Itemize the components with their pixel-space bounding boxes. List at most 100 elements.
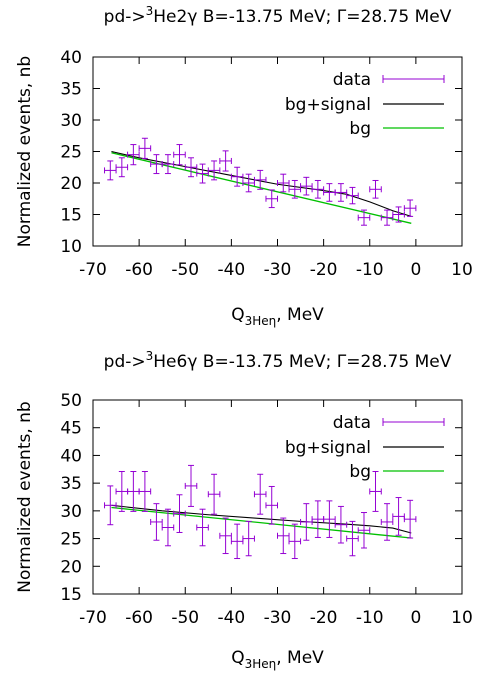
data-point	[288, 179, 302, 199]
data-point	[403, 499, 417, 539]
x-tick-label: -40	[217, 608, 245, 628]
x-tick-label: -60	[125, 608, 153, 628]
y-tick-label: 40	[60, 446, 82, 466]
legend-label-bg: bg	[349, 462, 371, 482]
data-point	[369, 471, 382, 512]
x-tick-label: -40	[217, 260, 245, 280]
x-tick-label: 10	[451, 260, 473, 280]
data-point	[300, 176, 313, 196]
legend: data bg+signal bg	[285, 70, 445, 139]
data-point	[104, 160, 117, 181]
plot-frame	[92, 56, 463, 247]
title-superscript: 3	[146, 349, 154, 363]
data-point	[380, 209, 394, 226]
title-text: He2γ B=-13.75 MeV; Γ=28.75 MeV	[153, 7, 451, 27]
data-point	[150, 503, 163, 541]
data-point	[161, 508, 175, 547]
xlabel-unit: , MeV	[276, 305, 324, 325]
plot-frame	[92, 399, 463, 595]
data-point	[300, 503, 313, 541]
y-tick-label: 50	[60, 391, 82, 411]
data-point	[323, 500, 336, 538]
legend-sample-data	[382, 418, 445, 426]
title-superscript: 3	[146, 4, 154, 18]
x-tick-label: -70	[79, 608, 107, 628]
y-axis-label: Normalized events, nb	[15, 401, 35, 592]
data-point	[230, 166, 244, 187]
x-tick-label: -50	[171, 608, 199, 628]
data-point	[242, 520, 255, 557]
data-point	[184, 464, 198, 507]
chart-title: pd->3He6γ B=-13.75 MeV; Γ=28.75 MeV	[104, 349, 452, 372]
data-point	[196, 163, 209, 184]
data-point	[219, 150, 232, 172]
data-point	[277, 517, 290, 555]
y-tick-label: 25	[60, 143, 82, 163]
xlabel-subscript: 3Heη	[245, 314, 277, 328]
x-tick-label: -20	[310, 260, 338, 280]
x-tick-label: -10	[356, 260, 384, 280]
chart-panel-2: pd->3He6γ B=-13.75 MeV; Γ=28.75 MeV Norma…	[15, 349, 473, 671]
title-prefix: pd->	[104, 7, 146, 27]
data-point	[253, 473, 267, 515]
x-axis-label: Q3Heη, MeV	[231, 648, 324, 671]
x-tick-label: -60	[125, 260, 153, 280]
y-tick-label: 30	[60, 502, 82, 522]
x-tick-label: 0	[410, 608, 421, 628]
data-point	[265, 485, 278, 525]
data-point	[173, 144, 186, 166]
data-point	[104, 485, 117, 526]
x-tick-label: -30	[264, 260, 292, 280]
x-tick-label: -70	[79, 260, 107, 280]
y-tick-label: 20	[60, 557, 82, 577]
data-point	[357, 512, 371, 549]
data-point	[311, 179, 325, 199]
data-point	[323, 183, 336, 202]
legend-label-signal: bg+signal	[285, 438, 371, 458]
x-tick-label: -10	[356, 608, 384, 628]
y-tick-label: 40	[60, 48, 82, 68]
xlabel-symbol: Q	[231, 305, 244, 325]
data-point	[403, 199, 417, 217]
x-tick-label: -30	[264, 608, 292, 628]
data-point	[357, 209, 371, 226]
xlabel-subscript: 3Heη	[245, 657, 277, 671]
y-axis-label: Normalized events, nb	[15, 56, 35, 247]
data-point	[127, 471, 140, 512]
data-point	[207, 160, 221, 181]
legend-label-signal: bg+signal	[285, 95, 371, 115]
legend-label-bg: bg	[349, 119, 371, 139]
x-tick-label: -50	[171, 260, 199, 280]
y-tick-label: 20	[60, 174, 82, 194]
data-point	[242, 173, 255, 193]
data-point	[369, 179, 382, 199]
data-point	[161, 154, 175, 175]
data-point	[196, 508, 209, 547]
y-tick-label: 15	[60, 206, 82, 226]
x-tick-label: -20	[310, 608, 338, 628]
data-point	[173, 494, 186, 533]
y-tick-label: 35	[60, 80, 82, 100]
data-point	[150, 154, 163, 175]
data-point	[207, 473, 221, 515]
data-point	[346, 520, 359, 557]
y-tick-label: 25	[60, 530, 82, 550]
y-tick-label: 30	[60, 111, 82, 131]
data-point	[277, 173, 290, 193]
xlabel-unit: , MeV	[276, 648, 324, 668]
data-point	[138, 471, 152, 512]
data-point	[311, 500, 325, 538]
data-point	[288, 523, 302, 560]
data-point	[392, 206, 405, 223]
data-point	[115, 157, 129, 178]
x-axis-label: Q3Heη, MeV	[231, 305, 324, 328]
data-point	[219, 517, 232, 555]
xlabel-symbol: Q	[231, 648, 244, 668]
legend-label-data: data	[333, 70, 371, 90]
data-point	[138, 137, 152, 159]
legend: data bg+signal bg	[285, 413, 445, 482]
chart-title: pd->3He2γ B=-13.75 MeV; Γ=28.75 MeV	[104, 4, 452, 27]
data-point	[253, 169, 267, 190]
legend-sample-data	[382, 75, 445, 83]
